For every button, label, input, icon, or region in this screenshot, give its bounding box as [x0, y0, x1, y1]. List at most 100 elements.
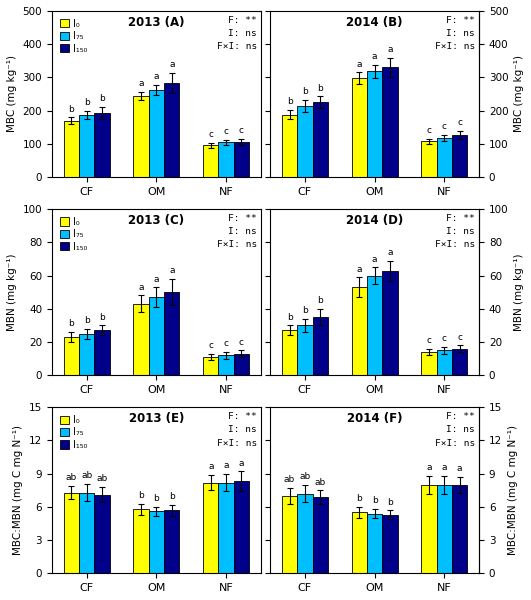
Text: c: c — [442, 334, 447, 343]
Text: a: a — [208, 462, 213, 471]
Text: b: b — [153, 494, 159, 503]
Text: a: a — [153, 275, 159, 284]
Bar — [149, 89, 164, 177]
Text: ab: ab — [284, 475, 295, 484]
Y-axis label: MBC:MBN (mg C mg N⁻¹): MBC:MBN (mg C mg N⁻¹) — [13, 425, 23, 555]
Text: b: b — [84, 316, 90, 325]
Text: 2014 (B): 2014 (B) — [346, 16, 403, 29]
Bar — [313, 317, 328, 375]
Text: b: b — [99, 94, 105, 103]
Bar — [234, 353, 249, 375]
Text: b: b — [99, 313, 105, 322]
Text: c: c — [457, 118, 462, 127]
Legend: I₀, I₇₅, I₁₅₀: I₀, I₇₅, I₁₅₀ — [57, 16, 90, 56]
Text: b: b — [387, 497, 393, 506]
Bar — [313, 102, 328, 177]
Text: c: c — [224, 339, 229, 348]
Text: a: a — [356, 265, 362, 274]
Bar — [352, 79, 367, 177]
Bar — [352, 512, 367, 574]
Text: a: a — [442, 463, 447, 472]
Bar — [133, 95, 149, 177]
Bar — [64, 337, 79, 375]
Text: b: b — [318, 83, 323, 92]
Text: ab: ab — [314, 478, 326, 487]
Text: b: b — [84, 98, 90, 107]
Bar — [79, 493, 95, 574]
Text: c: c — [239, 126, 244, 135]
Text: F: **
I: ns
F×I: ns: F: ** I: ns F×I: ns — [435, 214, 475, 250]
Bar — [421, 352, 436, 375]
Text: ab: ab — [97, 475, 108, 484]
Text: a: a — [426, 463, 432, 472]
Bar — [367, 275, 382, 375]
Text: F: **
I: ns
F×I: ns: F: ** I: ns F×I: ns — [435, 412, 475, 448]
Text: a: a — [169, 266, 175, 275]
Text: 2013 (E): 2013 (E) — [129, 412, 184, 425]
Bar — [234, 481, 249, 574]
Text: a: a — [239, 459, 244, 468]
Bar — [313, 497, 328, 574]
Bar — [297, 494, 313, 574]
Text: c: c — [457, 332, 462, 341]
Bar — [282, 331, 297, 375]
Bar — [203, 482, 218, 574]
Text: c: c — [239, 338, 244, 347]
Y-axis label: MBN (mg kg⁻¹): MBN (mg kg⁻¹) — [514, 253, 524, 331]
Text: a: a — [139, 283, 144, 292]
Text: 2014 (F): 2014 (F) — [347, 412, 402, 425]
Bar — [218, 142, 234, 177]
Text: b: b — [318, 296, 323, 305]
Text: a: a — [387, 46, 392, 55]
Bar — [164, 510, 179, 574]
Bar — [382, 271, 398, 375]
Text: c: c — [208, 130, 213, 139]
Bar — [95, 495, 110, 574]
Text: c: c — [208, 341, 213, 350]
Bar — [421, 141, 436, 177]
Text: ab: ab — [66, 473, 77, 482]
Bar — [367, 514, 382, 574]
Text: b: b — [169, 492, 175, 501]
Bar — [367, 71, 382, 177]
Text: b: b — [287, 97, 293, 106]
Y-axis label: MBC (mg kg⁻¹): MBC (mg kg⁻¹) — [7, 55, 17, 133]
Bar — [203, 357, 218, 375]
Text: b: b — [68, 319, 74, 328]
Text: b: b — [138, 491, 144, 500]
Bar — [436, 485, 452, 574]
Bar — [133, 304, 149, 375]
Y-axis label: MBC (mg kg⁻¹): MBC (mg kg⁻¹) — [514, 55, 524, 133]
Legend: I₀, I₇₅, I₁₅₀: I₀, I₇₅, I₁₅₀ — [57, 214, 90, 254]
Text: a: a — [356, 60, 362, 69]
Bar — [436, 350, 452, 375]
Text: 2013 (A): 2013 (A) — [128, 16, 185, 29]
Text: c: c — [426, 336, 432, 345]
Bar — [297, 106, 313, 177]
Bar — [79, 334, 95, 375]
Bar — [452, 134, 467, 177]
Text: b: b — [302, 306, 308, 315]
Bar — [79, 115, 95, 177]
Text: F: **
I: ns
F×I: ns: F: ** I: ns F×I: ns — [217, 16, 257, 52]
Text: b: b — [287, 313, 293, 322]
Bar — [149, 297, 164, 375]
Bar — [282, 115, 297, 177]
Bar — [436, 138, 452, 177]
Bar — [452, 349, 467, 375]
Text: a: a — [372, 52, 378, 61]
Bar — [164, 292, 179, 375]
Text: F: **
I: ns
F×I: ns: F: ** I: ns F×I: ns — [217, 214, 257, 250]
Text: F: **
I: ns
F×I: ns: F: ** I: ns F×I: ns — [217, 412, 257, 448]
Bar — [421, 485, 436, 574]
Bar — [95, 331, 110, 375]
Bar — [218, 482, 234, 574]
Legend: I₀, I₇₅, I₁₅₀: I₀, I₇₅, I₁₅₀ — [57, 412, 90, 453]
Bar — [64, 493, 79, 574]
Bar — [218, 355, 234, 375]
Text: c: c — [426, 126, 432, 135]
Text: ab: ab — [81, 471, 92, 480]
Bar — [164, 83, 179, 177]
Text: F: **
I: ns
F×I: ns: F: ** I: ns F×I: ns — [435, 16, 475, 52]
Bar — [133, 509, 149, 574]
